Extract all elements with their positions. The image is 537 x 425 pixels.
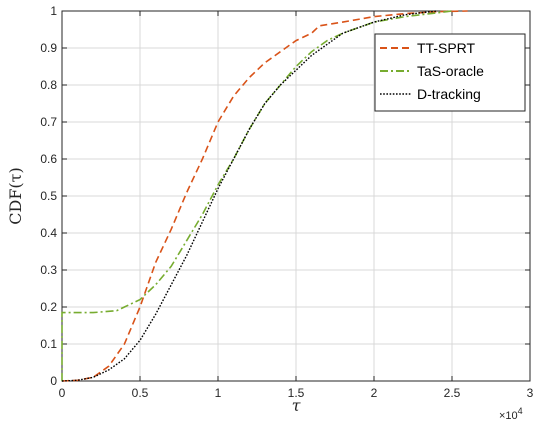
legend-label: TT-SPRT: [417, 40, 476, 56]
y-axis: 0 0.1 0.2 0.3 0.4 0.5 0.6 0.7 0.8 0.9 1: [40, 4, 530, 388]
series-line-tt-sprt: [61, 10, 468, 382]
y-tick-label: 0.6: [40, 152, 57, 166]
x-exponent-power: 4: [518, 406, 523, 416]
y-tick-label: 1: [50, 4, 57, 18]
x-tick-label: 0: [59, 386, 66, 400]
y-tick-label: 0.4: [40, 226, 57, 240]
x-axis-label: τ: [292, 396, 302, 415]
series-lines: [61, 10, 468, 382]
y-tick-label: 0.9: [40, 41, 57, 55]
legend-box: [374, 33, 526, 112]
x-tick-label: 2.5: [444, 386, 461, 400]
x-axis: 0 0.5 1 1.5 2 2.5 3: [59, 11, 534, 400]
series-line-tas-oracle: [61, 10, 453, 381]
legend-label: TaS-oracle: [417, 63, 484, 79]
y-tick-label: 0.7: [40, 115, 57, 129]
y-axis-label: CDF(τ): [6, 167, 25, 225]
y-tick-label: 0: [50, 374, 57, 388]
legend-label: D-tracking: [417, 86, 481, 102]
y-tick-label: 0.5: [40, 189, 57, 203]
y-tick-label: 0.3: [40, 263, 57, 277]
x-tick-label: 2: [371, 386, 378, 400]
x-axis-exponent: ×104: [499, 406, 523, 422]
y-tick-label: 0.8: [40, 78, 57, 92]
y-tick-label: 0.2: [40, 300, 57, 314]
series-line-d-tracking: [61, 10, 437, 382]
x-exponent-base: ×10: [499, 410, 518, 422]
y-tick-label: 0.1: [40, 337, 57, 351]
x-tick-label: 3: [527, 386, 534, 400]
x-tick-label: 1.5: [288, 386, 305, 400]
x-tick-label: 1: [215, 386, 222, 400]
legend: TT-SPRT TaS-oracle D-tracking: [374, 33, 526, 112]
x-tick-label: 0.5: [132, 386, 149, 400]
